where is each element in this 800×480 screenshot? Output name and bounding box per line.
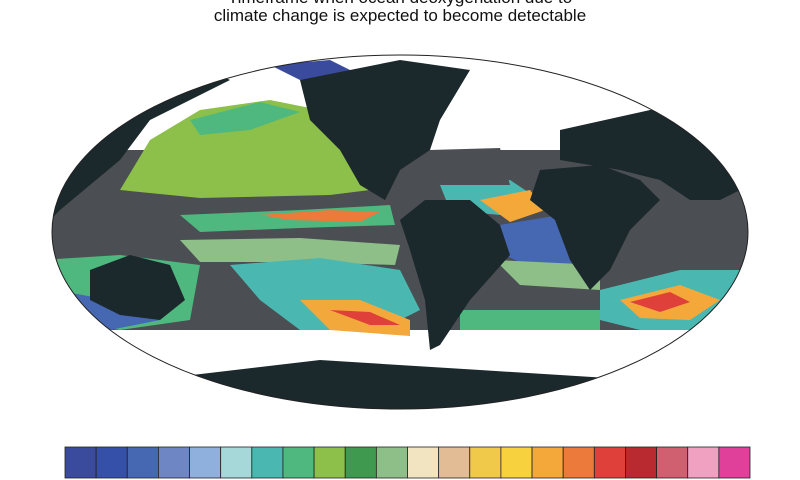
colorbar-swatch <box>500 446 533 479</box>
colorbar <box>64 446 751 479</box>
colorbar-swatch <box>158 446 190 479</box>
colorbar-swatch <box>531 446 564 479</box>
colorbar-swatch <box>593 446 626 479</box>
colorbar-swatch <box>126 446 159 479</box>
map <box>51 54 749 410</box>
colorbar-swatch <box>95 446 128 479</box>
colorbar-swatch <box>313 446 346 479</box>
colorbar-swatch <box>407 446 440 479</box>
colorbar-swatch <box>438 446 471 479</box>
title-line: climate change is expected to become det… <box>213 6 587 25</box>
colorbar-swatch <box>656 446 689 479</box>
colorbar-swatch <box>189 446 222 479</box>
colorbar-swatch <box>562 446 595 479</box>
colorbar-swatch <box>220 446 253 479</box>
map-frame <box>51 54 749 410</box>
colorbar-swatch <box>64 446 97 479</box>
colorbar-swatch <box>375 446 408 479</box>
colorbar-swatch <box>344 446 377 479</box>
colorbar-swatch <box>251 446 284 479</box>
colorbar-swatch <box>687 446 720 479</box>
colorbar-swatch <box>282 446 315 479</box>
map-body <box>52 60 748 409</box>
colorbar-swatch <box>625 446 657 479</box>
title-line: Timeframe when ocean deoxygenation due t… <box>0 0 800 8</box>
colorbar-swatch <box>469 446 502 479</box>
colorbar-swatch <box>718 446 751 479</box>
